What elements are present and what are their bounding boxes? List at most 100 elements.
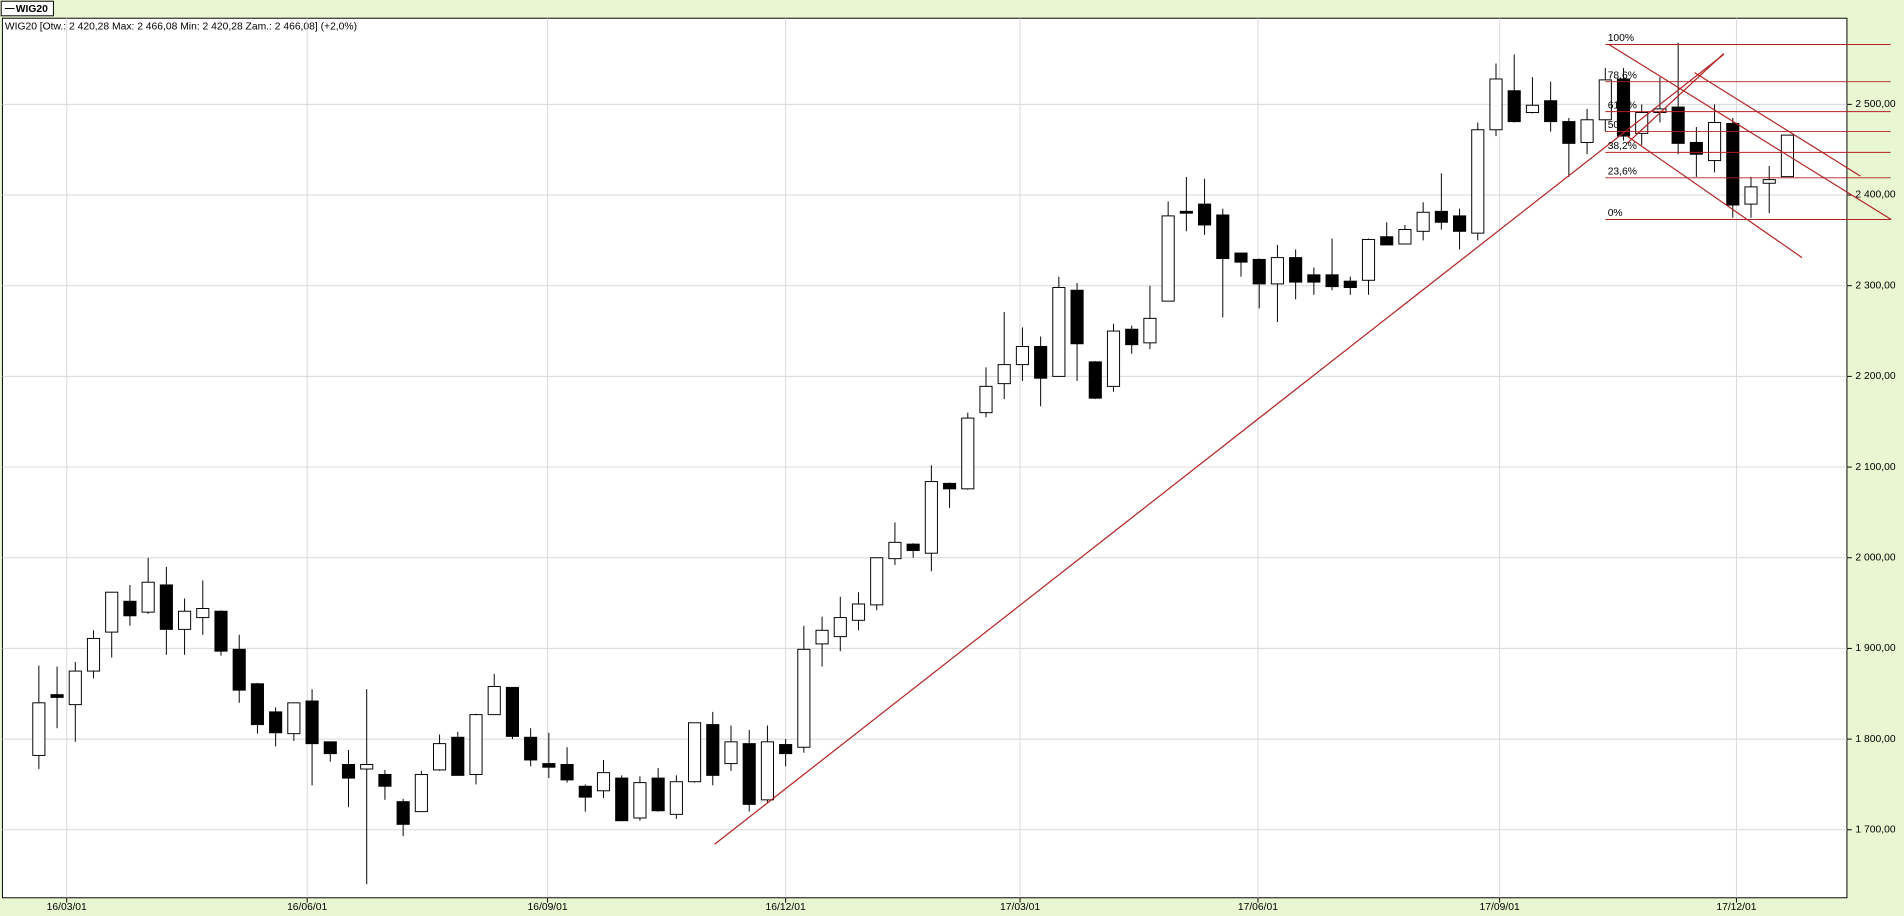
y-tick-label: 1 900,00 <box>1855 643 1895 654</box>
candle-body <box>524 736 538 761</box>
candle-body <box>924 481 938 554</box>
candle-body <box>1489 78 1503 131</box>
y-tick-label: 1 700,00 <box>1855 824 1895 835</box>
candle-body <box>1361 238 1376 281</box>
candle-body <box>1708 122 1722 162</box>
candle-body <box>469 714 483 775</box>
candle-body <box>1270 257 1284 285</box>
candle-body <box>1070 289 1084 345</box>
candle-body <box>1780 134 1794 178</box>
candle-body <box>1307 274 1321 283</box>
candle-body <box>196 608 210 619</box>
candle-body <box>1198 203 1212 226</box>
candle-body <box>906 543 920 551</box>
candle-body <box>1234 252 1248 263</box>
candle-body <box>1034 345 1048 379</box>
candle-body <box>287 702 301 735</box>
candle-body <box>833 617 847 638</box>
candle-body <box>997 364 1011 385</box>
candle-body <box>378 773 392 787</box>
candle-body <box>1088 361 1102 399</box>
candle-body <box>1216 214 1230 259</box>
candle-body <box>1507 90 1521 123</box>
candle-body <box>979 385 993 414</box>
candle-body <box>1762 179 1776 184</box>
candle-body <box>305 700 319 745</box>
trendline <box>1626 135 1803 259</box>
x-tick-label: 16/06/01 <box>287 902 327 913</box>
x-tick-label: 17/03/01 <box>1000 902 1040 913</box>
y-tick-label: 2 400,00 <box>1855 190 1895 201</box>
fib-label: 61,8% <box>1608 100 1637 111</box>
candle-body <box>615 777 629 822</box>
candle-body <box>1616 78 1631 137</box>
x-tick-label: 16/12/01 <box>766 902 806 913</box>
candle-body <box>742 743 756 805</box>
candle-body <box>851 603 866 621</box>
candle-body <box>1252 258 1266 285</box>
y-tick-label: 2 300,00 <box>1855 280 1895 291</box>
candle-body <box>633 782 647 819</box>
candle-body <box>1453 215 1467 232</box>
candle-body <box>651 777 665 812</box>
trendline <box>1626 53 1725 144</box>
fib-label: 23,6% <box>1608 166 1637 177</box>
candle-body <box>50 694 64 698</box>
x-tick-label: 17/09/01 <box>1480 902 1520 913</box>
candle-body <box>250 683 264 726</box>
candle-body <box>596 772 611 792</box>
candle-body <box>1052 287 1066 377</box>
y-tick-label: 2 500,00 <box>1855 99 1895 110</box>
legend-tab[interactable] <box>0 0 54 17</box>
x-tick-label: 16/09/01 <box>528 902 568 913</box>
candle-body <box>1015 345 1029 366</box>
candle-body <box>578 785 592 798</box>
candle-body <box>1143 317 1157 344</box>
trendline <box>714 54 1725 845</box>
fib-label: 0% <box>1608 208 1623 219</box>
candle-body <box>1562 121 1576 144</box>
candle-body <box>779 744 793 755</box>
candle-body <box>487 686 501 716</box>
candle-body <box>760 741 774 801</box>
candle-body <box>1416 211 1430 232</box>
candle-body <box>178 610 192 630</box>
candle-body <box>269 711 283 734</box>
candle-body <box>1161 215 1175 302</box>
candle-body <box>86 637 101 672</box>
legend-label[interactable]: WIG20 <box>16 4 48 15</box>
grid: 1 700,00 1 800,00 1 900,00 2 000,00 2 100,00… <box>2 18 1896 913</box>
fib-label: 38,2% <box>1608 141 1637 152</box>
candle-body <box>797 648 811 748</box>
candle-body <box>1726 122 1740 206</box>
candle-body <box>1125 328 1139 346</box>
candle-body <box>1598 79 1612 121</box>
candle-body <box>888 541 902 560</box>
plot-area <box>1 17 1848 899</box>
trendline <box>1694 72 1861 177</box>
fib-label: 50% <box>1608 120 1629 131</box>
candle-body <box>669 781 683 815</box>
candle-body <box>815 629 829 645</box>
candle-body <box>1544 100 1558 123</box>
candle-body <box>396 801 410 825</box>
candle-body <box>1325 274 1339 288</box>
y-tick-label: 2 200,00 <box>1855 371 1895 382</box>
candle-body <box>1179 210 1193 214</box>
x-tick-label: 17/12/01 <box>1716 902 1756 913</box>
candle-body <box>706 724 720 776</box>
candle-body <box>433 743 447 771</box>
candle-body <box>360 763 374 770</box>
candle-body <box>232 648 246 691</box>
candle-body <box>870 557 884 606</box>
candle-body <box>1434 210 1448 223</box>
fib-label: 78,6% <box>1608 70 1637 81</box>
annotations: 100% 78,6% 61,8% 50% 38,2% 23,6% 0% <box>714 33 1892 845</box>
candle-body <box>323 741 337 755</box>
candle-body <box>159 584 173 630</box>
candle-body <box>1106 330 1121 387</box>
header: WIG20 [Otw.: 2 420,28 Max: 2 466,08 Min:… <box>5 21 357 32</box>
candle-body <box>1580 119 1594 143</box>
candle-body <box>1343 280 1357 289</box>
